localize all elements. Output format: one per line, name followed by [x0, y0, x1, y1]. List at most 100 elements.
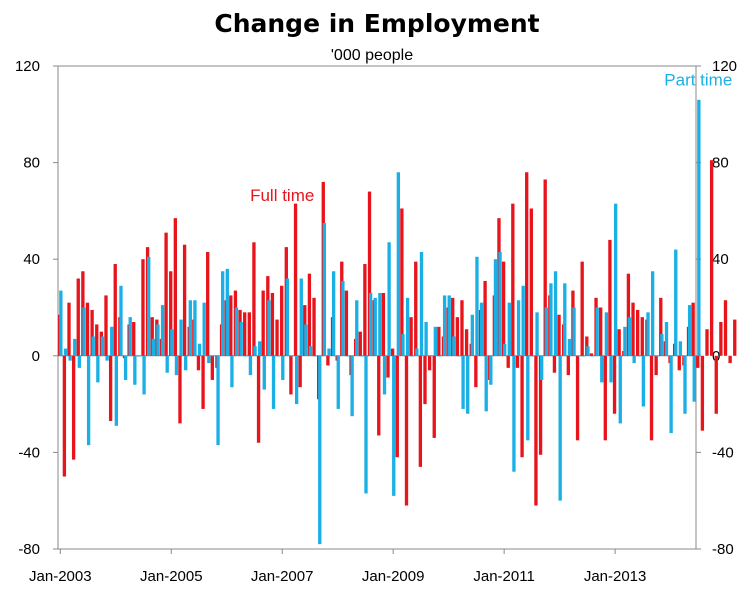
part-time-bar: [211, 355, 216, 357]
full-time-bar: [377, 355, 381, 436]
full-time-bar: [700, 355, 705, 431]
part-time-bar: [202, 302, 206, 356]
part-time-bar: [563, 283, 567, 356]
full-time-bar: [173, 218, 177, 356]
part-time-bar: [59, 290, 63, 356]
full-time-bar: [543, 179, 547, 356]
full-time-bar: [631, 302, 635, 356]
part-time-bar: [507, 302, 511, 356]
chart-title: Change in Employment: [214, 9, 539, 38]
part-time-bar: [530, 355, 535, 357]
full-time-bar: [252, 242, 256, 356]
full-time-bar: [104, 295, 108, 356]
part-time-bar: [110, 326, 114, 356]
part-time-bar: [687, 305, 692, 356]
full-time-bar: [520, 355, 524, 458]
y-tick-label-right: 120: [712, 58, 737, 75]
part-time-bar: [613, 203, 618, 356]
full-time-bar: [649, 355, 654, 441]
part-time-bar: [373, 297, 377, 356]
part-time-bar: [137, 355, 142, 357]
full-time-bar: [386, 355, 390, 378]
x-tick-label: Jan-2009: [362, 568, 425, 585]
full-time-bar: [525, 172, 529, 356]
full-time-bar: [71, 355, 76, 460]
x-tick-label: Jan-2007: [251, 568, 314, 585]
part-time-bar: [304, 324, 308, 356]
part-time-bar: [655, 355, 659, 357]
y-tick-label-left: -40: [18, 444, 40, 461]
full-time-bar: [464, 329, 469, 356]
full-time-bar: [298, 355, 302, 388]
part-time-bar: [461, 355, 465, 409]
full-time-bar: [270, 293, 275, 356]
part-time-bar: [63, 348, 68, 356]
full-time-bar: [261, 290, 265, 356]
part-time-bar: [637, 355, 641, 357]
part-time-bar: [549, 283, 553, 356]
full-time-label: Full time: [250, 186, 314, 205]
part-time-bar: [516, 300, 521, 356]
full-time-bar: [95, 324, 99, 356]
part-time-bar: [114, 355, 119, 426]
full-time-bar: [381, 293, 386, 356]
part-time-bar: [207, 355, 211, 364]
full-time-bar: [90, 309, 94, 356]
part-time-bar: [244, 355, 248, 357]
part-time-bar: [678, 341, 683, 356]
part-time-bar: [322, 222, 327, 356]
part-time-bar: [600, 355, 604, 383]
part-time-bar: [174, 355, 179, 376]
part-time-bar: [664, 321, 669, 356]
full-time-bar: [538, 355, 543, 455]
full-time-bar: [307, 273, 312, 356]
part-time-bar: [336, 355, 340, 409]
full-time-bar: [178, 355, 182, 424]
part-time-bar: [401, 334, 405, 356]
part-time-bar: [281, 355, 285, 380]
part-time-bar: [230, 355, 234, 388]
part-time-bar: [341, 280, 345, 356]
part-time-bar: [697, 99, 701, 356]
part-time-bar: [147, 256, 151, 356]
part-time-bar: [142, 355, 146, 395]
full-time-bar: [85, 302, 90, 356]
full-time-bar: [501, 261, 506, 356]
part-time-bar: [567, 338, 572, 356]
x-tick-label: Jan-2013: [584, 568, 647, 585]
part-time-bar: [359, 355, 364, 357]
full-time-bar: [460, 300, 464, 356]
part-time-bar: [503, 343, 507, 356]
part-time-bar: [221, 271, 225, 356]
full-time-bar: [617, 329, 621, 356]
part-time-bar: [82, 307, 86, 356]
part-time-bar: [133, 355, 137, 385]
full-time-bar: [723, 300, 728, 356]
part-time-bar: [692, 355, 696, 402]
part-time-bar: [479, 302, 484, 356]
full-time-bar: [414, 261, 418, 356]
part-time-bar: [512, 355, 516, 472]
part-time-bar: [623, 326, 627, 356]
full-time-bar: [534, 355, 538, 506]
part-time-bar: [253, 346, 257, 356]
y-tick-label-right: 80: [712, 155, 729, 172]
part-time-bar: [683, 355, 687, 414]
full-time-bar: [206, 251, 210, 356]
full-time-bar: [566, 355, 570, 376]
part-time-bar: [276, 355, 280, 357]
full-time-bar: [247, 312, 251, 356]
part-time-bar: [590, 355, 595, 357]
full-time-bar: [275, 319, 279, 356]
y-tick-label-left: 80: [23, 155, 40, 172]
part-time-bar: [368, 293, 373, 356]
part-time-bar: [378, 293, 382, 356]
part-time-bar: [392, 355, 396, 496]
full-time-bar: [196, 355, 201, 371]
full-time-bar: [483, 280, 487, 356]
full-time-bar: [506, 355, 510, 368]
full-time-bar: [603, 355, 607, 441]
full-time-bar: [141, 259, 145, 356]
y-tick-label-right: -40: [712, 444, 734, 461]
full-time-bar: [580, 261, 584, 356]
